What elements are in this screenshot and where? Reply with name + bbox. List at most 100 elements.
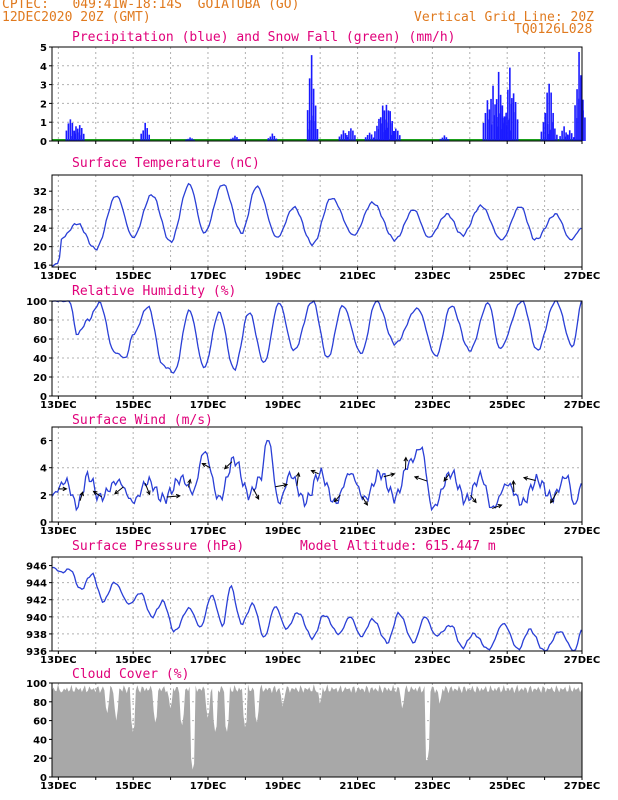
panel-1-xtick: 23DEC [414,271,450,282]
precip-bar [346,135,348,141]
precip-bar [501,105,504,141]
panel-3-xtick: 25DEC [489,526,525,537]
precip-bar [306,110,309,141]
panel-2-xtick: 27DEC [564,400,600,411]
precip-bar [563,126,565,141]
panel-4-xtick: 15DEC [115,655,151,666]
panel-2-xtick: 21DEC [339,400,375,411]
precip-bar [236,137,238,141]
precip-bar [582,99,584,141]
precip-bar [78,125,81,141]
wind-arrow [253,489,260,500]
precip-bar [364,137,367,141]
panel-5-xtick: 17DEC [190,781,226,792]
precip-bar [495,99,498,141]
precip-bar [385,104,388,141]
panel-4-ytick: 944 [26,579,47,590]
precip-bar [191,138,193,141]
wind-arrow [311,470,319,475]
wind-arrow-head [187,478,192,484]
precip-bar [271,133,274,141]
wind-arrow-head [223,464,229,470]
panel-3-ytick: 6 [40,437,47,448]
precip-bar [439,138,442,141]
precip-bar [387,122,389,141]
precip-bar [508,118,511,141]
precip-bar [80,127,83,141]
panel-4-xtick: 23DEC [414,655,450,666]
precip-bar [574,105,576,141]
precip-bar [193,139,195,141]
precip-bar [385,129,387,141]
precip-bar [392,130,395,141]
precip-bar [310,120,313,141]
precip-bar [308,78,311,141]
panel-2-ytick: 20 [33,373,47,384]
wind-arrow-head [333,497,339,503]
precip-bar [379,117,382,141]
precip-bar [578,98,580,141]
precip-bar [561,130,563,141]
wind-arrow [79,492,84,501]
precip-bar [550,92,552,141]
wind-arrow [383,473,395,478]
panel-3-xtick: 23DEC [414,526,450,537]
precip-bar [486,100,489,141]
panel-3-frame [51,426,583,523]
panel-4-xtick: 13DEC [40,655,76,666]
panel-2-frame [51,300,583,397]
panel-0-ytick: 3 [40,81,47,92]
panel-5-xtick: 23DEC [414,781,450,792]
panel-5-ytick: 100 [26,679,47,690]
wind-arrow-head [79,491,84,497]
precip-bar [546,92,548,141]
precip-bar [556,134,558,141]
precip-bar [542,122,545,141]
precip-bar [189,137,191,141]
precip-bar [82,133,85,141]
precip-bar [490,98,492,141]
wind-arrow-head [472,498,477,504]
precip-bar [482,122,485,141]
panel-4-xtick: 21DEC [339,655,375,666]
wind-arrow-head [283,483,289,488]
wind-arrow [523,477,536,481]
precip-bar [377,129,380,141]
panel-1-frame [51,174,583,268]
precip-bar [548,134,550,141]
precip-bar [559,136,561,141]
precip-bar [67,123,70,141]
header-datetime: 12DEC2020 20Z (GMT) [2,10,151,25]
precip-bar [366,135,369,141]
wind-arrow-head [62,486,68,492]
panel-0-ytick: 0 [40,137,47,148]
wind-arrow [275,484,288,488]
panel-5-xtick: 27DEC [564,781,600,792]
precip-bar [391,121,393,141]
wind-arrow-head [92,490,98,496]
panel-4-ytick: 938 [26,630,47,641]
panel-1-xtick: 13DEC [40,271,76,282]
wind-arrow [296,472,300,487]
panel-2-xtick: 23DEC [414,400,450,411]
precip-bar [146,128,148,141]
panel-3-title: Surface Wind (m/s) [72,413,213,428]
precip-bar [76,128,79,141]
wind-arrow-head [363,500,368,506]
precip-bar [69,119,72,141]
precip-bar [576,89,578,141]
panel-5-xtick: 21DEC [339,781,375,792]
precip-bar [544,112,546,141]
panel-2-xtick: 19DEC [265,400,301,411]
precip-bar [140,133,142,141]
wind-arrow [414,476,428,482]
precip-bar [576,118,578,141]
panel-4-xtick: 17DEC [190,655,226,666]
panel-3-ytick: 4 [40,464,47,475]
precip-bar [234,135,236,141]
panel-5-xtick: 13DEC [40,781,76,792]
panel-1-ytick: 20 [33,243,47,254]
precip-bar [314,121,317,141]
panel-4-ytick: 942 [26,596,47,607]
precip-bar [74,133,77,141]
